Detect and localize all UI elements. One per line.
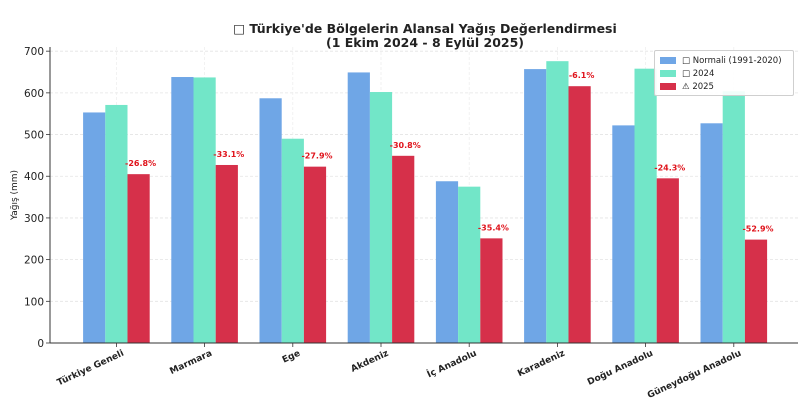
bar	[744, 239, 768, 343]
axes	[46, 47, 798, 347]
x-tick-label: Marmara	[168, 349, 213, 377]
bar	[435, 181, 459, 343]
legend-item: □ Normali (1991-2020)	[660, 54, 788, 67]
y-tick-label: 400	[24, 171, 44, 183]
x-tick-label: Doğu Anadolu	[586, 349, 655, 388]
legend-item: □ 2024	[660, 67, 788, 80]
bar	[127, 174, 150, 343]
legend-label: □ 2024	[682, 68, 715, 79]
y-tick-label: 700	[24, 46, 44, 58]
y-tick-label: 600	[24, 88, 44, 100]
x-tick-label: İç Anadolu	[425, 348, 478, 381]
data-label: -26.8%	[125, 159, 156, 168]
x-tick-label: Güneydoğu Anadolu	[646, 349, 743, 401]
bar	[303, 166, 327, 343]
bar	[193, 77, 216, 343]
bar	[722, 91, 745, 343]
y-axis-label: Yağış (mm)	[10, 170, 20, 221]
y-tick-label: 500	[24, 130, 44, 142]
chart-subtitle: (1 Ekim 2024 - 8 Eylül 2025)	[325, 35, 525, 50]
legend-swatch	[660, 83, 676, 90]
bar	[369, 92, 393, 343]
data-label: -33.1%	[213, 150, 244, 159]
bar	[281, 138, 304, 343]
bars	[83, 61, 768, 344]
bar	[215, 164, 238, 343]
x-tick-label: Türkiye Geneli	[56, 349, 126, 389]
legend-label: □ Normali (1991-2020)	[682, 55, 782, 66]
bar	[83, 112, 106, 343]
legend-item: ⚠ 2025	[660, 80, 788, 93]
bar	[656, 178, 679, 343]
bar	[171, 77, 194, 343]
legend-label: ⚠ 2025	[682, 81, 714, 92]
data-label: -24.3%	[654, 163, 685, 172]
data-label: -35.4%	[478, 223, 509, 232]
bar	[480, 238, 503, 343]
y-tick-label: 0	[37, 338, 44, 350]
legend-swatch	[660, 57, 676, 64]
legend: □ Normali (1991-2020) □ 2024 ⚠ 2025	[654, 50, 794, 96]
y-tick-label: 300	[24, 213, 44, 225]
bar	[612, 125, 635, 343]
bar	[546, 61, 569, 343]
y-tick-label: 100	[24, 296, 44, 308]
bar	[392, 155, 415, 343]
data-label: -6.1%	[569, 71, 595, 80]
bar	[105, 104, 128, 343]
x-tick-label: Ege	[281, 349, 302, 366]
legend-swatch	[660, 70, 676, 77]
data-label: -27.9%	[301, 152, 332, 161]
bar	[524, 69, 547, 344]
chart-title: □ Türkiye'de Bölgelerin Alansal Yağış De…	[233, 21, 617, 36]
bar	[458, 186, 481, 343]
data-label: -30.8%	[390, 141, 421, 150]
y-tick-label: 200	[24, 255, 44, 267]
bar	[259, 98, 282, 343]
bar	[634, 68, 657, 344]
x-tick-label: Karadeniz	[516, 349, 566, 380]
data-label: -52.9%	[742, 225, 773, 234]
x-tick-label: Akdeniz	[350, 349, 391, 375]
bar	[700, 123, 723, 343]
bar	[347, 72, 370, 344]
bar	[568, 86, 591, 344]
